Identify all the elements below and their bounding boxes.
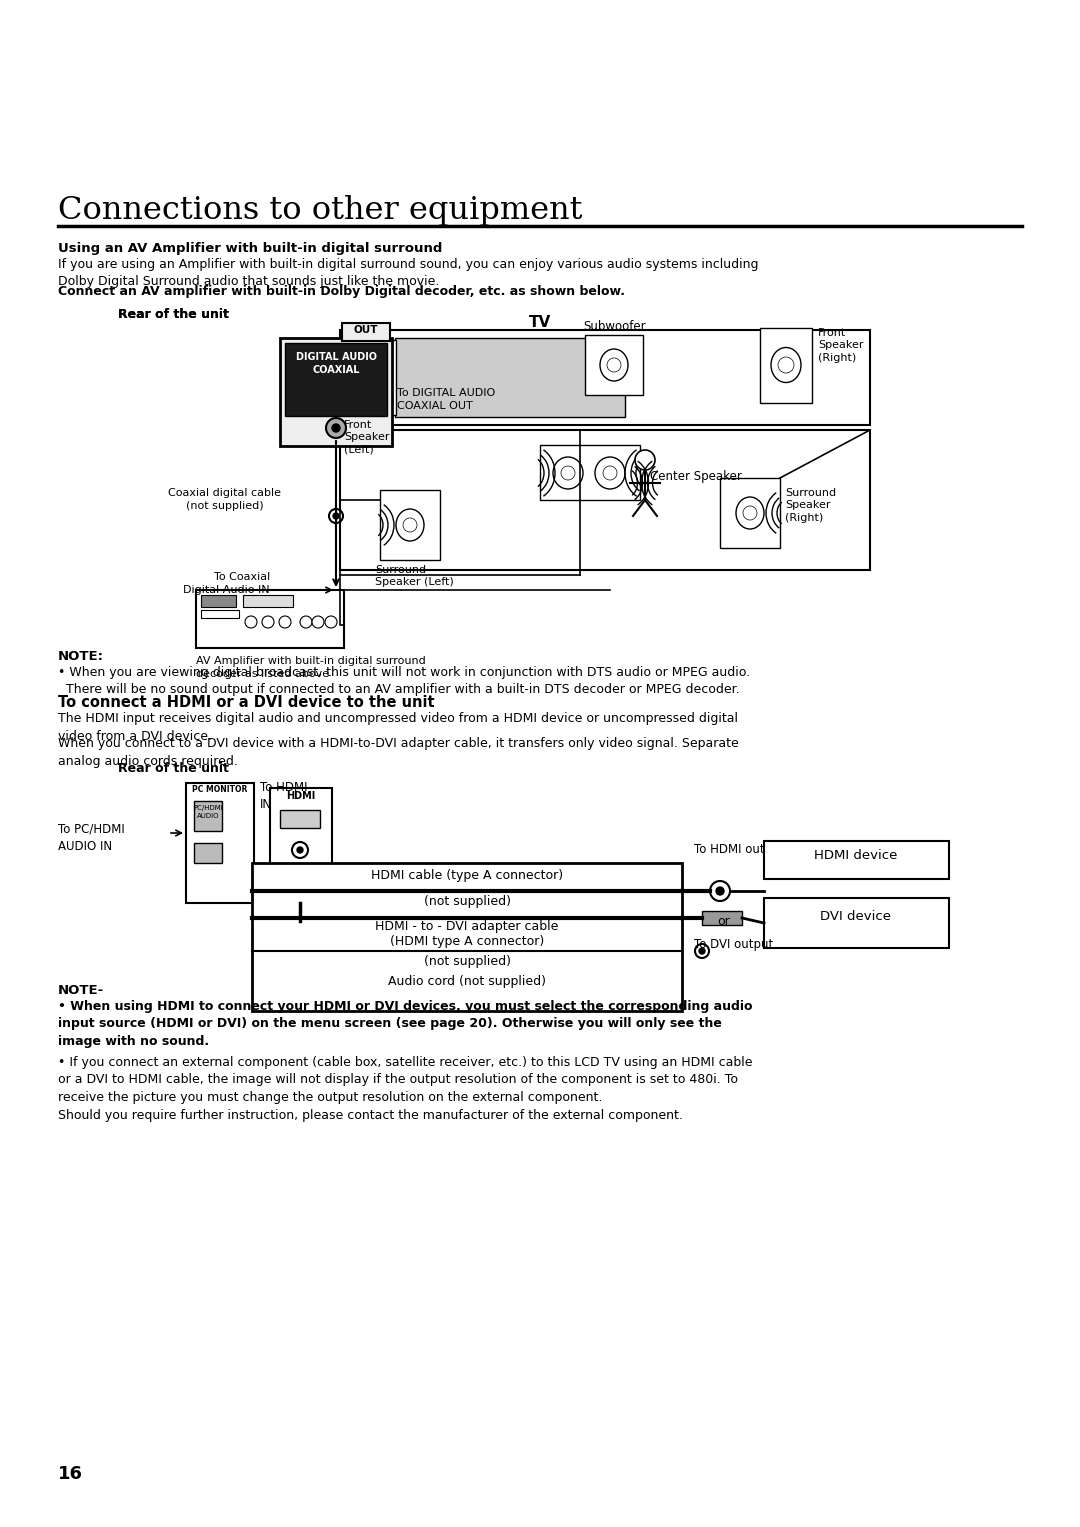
Bar (252, 863, 681, 1011)
Bar (194, 802, 222, 831)
Text: To HDMI
IN: To HDMI IN (260, 780, 308, 811)
Bar (285, 344, 387, 415)
Bar (342, 324, 390, 341)
Text: To DIGITAL AUDIO
COAXIAL OUT: To DIGITAL AUDIO COAXIAL OUT (397, 388, 496, 411)
Bar (186, 783, 254, 902)
Bar (720, 478, 780, 548)
Text: Coaxial digital cable
(not supplied): Coaxial digital cable (not supplied) (168, 489, 282, 512)
Circle shape (699, 948, 705, 954)
Bar (340, 330, 870, 425)
Bar (201, 609, 239, 618)
Bar (764, 841, 949, 880)
Text: To connect a HDMI or a DVI device to the unit: To connect a HDMI or a DVI device to the… (58, 695, 434, 710)
Text: HDMI cable (type A connector): HDMI cable (type A connector) (370, 869, 563, 883)
Bar (194, 843, 222, 863)
Text: HDMI device: HDMI device (814, 849, 897, 863)
Text: Connect an AV amplifier with built-in Dolby Digital decoder, etc. as shown below: Connect an AV amplifier with built-in Do… (58, 286, 625, 298)
Text: (not supplied): (not supplied) (423, 895, 511, 909)
Text: Surround
Speaker (Left): Surround Speaker (Left) (375, 565, 454, 588)
Text: Rear of the unit: Rear of the unit (118, 308, 229, 321)
Text: AV Amplifier with built-in digital surround
decoder as listed above: AV Amplifier with built-in digital surro… (195, 657, 426, 680)
Text: HDMI: HDMI (286, 791, 315, 802)
Bar (201, 596, 237, 608)
Circle shape (292, 841, 308, 858)
Text: COAXIAL: COAXIAL (312, 365, 360, 376)
Bar (380, 490, 440, 560)
Circle shape (325, 615, 337, 628)
Circle shape (326, 418, 346, 438)
Bar (764, 898, 949, 948)
Text: Front
Speaker
(Right): Front Speaker (Right) (818, 328, 864, 363)
Bar (760, 328, 812, 403)
Text: 16: 16 (58, 1464, 83, 1483)
Bar (345, 341, 396, 415)
Text: NOTE:: NOTE: (58, 651, 104, 663)
Text: To PC/HDMI
AUDIO IN: To PC/HDMI AUDIO IN (58, 823, 125, 854)
Text: If you are using an Amplifier with built-in digital surround sound, you can enjo: If you are using an Amplifier with built… (58, 258, 758, 289)
Text: (HDMI type A connector): (HDMI type A connector) (390, 935, 544, 948)
Circle shape (362, 370, 378, 385)
Bar (195, 589, 345, 647)
Circle shape (778, 357, 794, 373)
Circle shape (403, 518, 417, 531)
Circle shape (607, 357, 621, 373)
Text: Center Speaker: Center Speaker (650, 470, 742, 483)
Text: Connections to other equipment: Connections to other equipment (58, 195, 582, 226)
Text: Subwoofer: Subwoofer (583, 321, 646, 333)
Bar (702, 912, 742, 925)
Text: Using an AV Amplifier with built-in digital surround: Using an AV Amplifier with built-in digi… (58, 241, 443, 255)
Text: Surround
Speaker
(Right): Surround Speaker (Right) (785, 489, 836, 522)
Bar (585, 334, 643, 395)
Text: OUT: OUT (354, 325, 378, 334)
Text: (not supplied): (not supplied) (423, 954, 511, 968)
Bar (395, 337, 625, 417)
Circle shape (716, 887, 724, 895)
Text: To DVI output: To DVI output (694, 938, 773, 951)
Text: • If you connect an external component (cable box, satellite receiver, etc.) to : • If you connect an external component (… (58, 1057, 753, 1121)
Text: DIGITAL AUDIO: DIGITAL AUDIO (296, 353, 377, 362)
Circle shape (696, 944, 708, 957)
Circle shape (245, 615, 257, 628)
Circle shape (262, 615, 274, 628)
Circle shape (603, 466, 617, 479)
Bar (280, 337, 392, 446)
Bar (280, 809, 320, 828)
Bar (540, 444, 640, 499)
Text: • When you are viewing digital broadcast, this unit will not work in conjunction: • When you are viewing digital broadcast… (58, 666, 751, 696)
Text: Rear of the unit: Rear of the unit (118, 762, 229, 776)
Text: The HDMI input receives digital audio and uncompressed video from a HDMI device : The HDMI input receives digital audio an… (58, 712, 738, 742)
Text: TV: TV (529, 315, 551, 330)
Circle shape (561, 466, 575, 479)
Text: Rear of the unit: Rear of the unit (118, 308, 229, 321)
Circle shape (329, 508, 343, 524)
Circle shape (332, 425, 340, 432)
Text: Front
Speaker
(Left): Front Speaker (Left) (345, 420, 390, 455)
Text: NOTE-: NOTE- (58, 983, 105, 997)
Circle shape (635, 450, 654, 470)
Text: When you connect to a DVI device with a HDMI-to-DVI adapter cable, it transfers : When you connect to a DVI device with a … (58, 738, 739, 768)
Text: Audio cord (not supplied): Audio cord (not supplied) (388, 976, 546, 988)
Circle shape (312, 615, 324, 628)
Circle shape (743, 505, 757, 521)
Text: DVI device: DVI device (821, 910, 891, 922)
Bar (340, 431, 870, 570)
Bar (270, 788, 332, 883)
Text: HDMI - to - DVI adapter cable: HDMI - to - DVI adapter cable (376, 919, 558, 933)
Circle shape (333, 513, 339, 519)
Circle shape (297, 847, 303, 854)
Bar (243, 596, 293, 608)
Text: or: or (717, 915, 730, 928)
Text: To HDMI out: To HDMI out (694, 843, 765, 857)
Circle shape (279, 615, 291, 628)
Text: PC MONITOR: PC MONITOR (192, 785, 247, 794)
Circle shape (710, 881, 730, 901)
Text: • When using HDMI to connect your HDMI or DVI devices, you must select the corre: • When using HDMI to connect your HDMI o… (58, 1000, 753, 1048)
Text: PC/HDMI
AUDIO: PC/HDMI AUDIO (193, 805, 222, 818)
Text: To Coaxial
Digital Audio IN: To Coaxial Digital Audio IN (184, 573, 270, 596)
Circle shape (300, 615, 312, 628)
Bar (292, 893, 308, 902)
